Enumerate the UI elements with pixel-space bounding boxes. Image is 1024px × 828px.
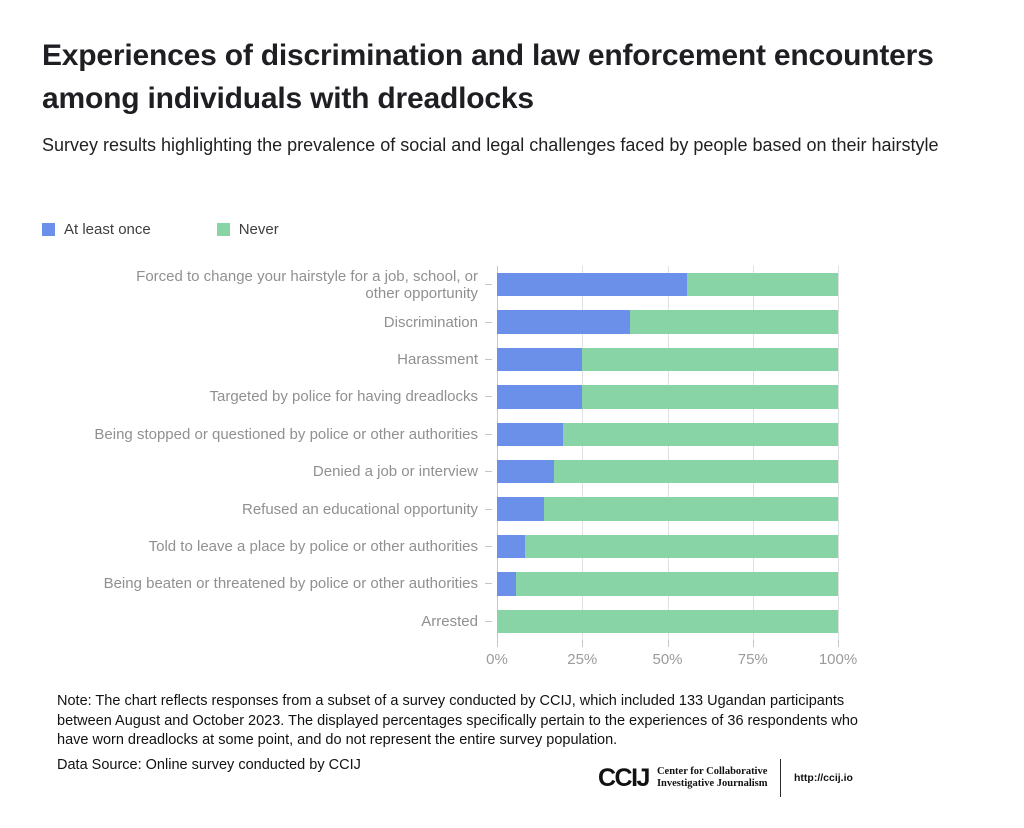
x-axis-tick-label: 75% xyxy=(737,651,768,668)
bar-segment-at-least-once xyxy=(497,572,517,596)
bar-segment-never xyxy=(686,273,838,297)
page-subtitle: Survey results highlighting the prevalen… xyxy=(42,135,939,155)
y-tick-mark xyxy=(485,508,492,510)
bar-segment-never xyxy=(553,459,838,484)
y-tick-mark xyxy=(485,583,492,585)
x-tick-mark xyxy=(497,640,498,647)
stacked-bar-chart: Forced to change your hairstyle for a jo… xyxy=(0,266,1024,686)
gridline xyxy=(752,266,754,640)
bar-segment-at-least-once xyxy=(497,310,630,334)
x-axis-tick-label: 50% xyxy=(652,651,683,668)
gridline xyxy=(582,266,584,640)
y-tick-mark xyxy=(485,471,492,473)
bar-segment-at-least-once xyxy=(497,459,554,484)
chart-grid xyxy=(497,266,839,647)
bar-segment-never xyxy=(563,422,838,446)
category-label: Arrested xyxy=(421,612,478,630)
bar-track xyxy=(497,609,838,633)
category-label: Targeted by police for having dreadlocks xyxy=(209,388,479,406)
y-tick-mark xyxy=(485,321,492,323)
chart-row: Discrimination xyxy=(0,303,1024,340)
x-tick-mark xyxy=(582,640,584,647)
chart-row: Being stopped or questioned by police or… xyxy=(0,416,1024,453)
bar-segment-never xyxy=(582,385,838,409)
bar-track xyxy=(497,310,838,334)
bar-track xyxy=(497,347,838,372)
ccij-logo-name-line1: Center for Collaborative xyxy=(656,765,768,777)
category-label: Being beaten or threatened by police or … xyxy=(103,575,478,593)
footnote: Note: The chart reflects responses from … xyxy=(57,693,858,748)
bar-track xyxy=(497,572,838,596)
bar-track xyxy=(497,534,838,559)
category-label: Discrimination xyxy=(383,313,478,331)
y-tick-mark xyxy=(485,284,492,286)
legend: At least once Never xyxy=(42,221,345,238)
x-axis-tick-label: 100% xyxy=(818,651,858,668)
x-tick-mark xyxy=(752,640,754,647)
chart-row: Forced to change your hairstyle for a jo… xyxy=(0,266,1024,303)
category-label: Denied a job or interview xyxy=(312,463,478,481)
x-tick-mark xyxy=(838,640,839,647)
logo-divider xyxy=(779,759,782,797)
y-tick-mark xyxy=(485,396,492,398)
y-tick-mark xyxy=(485,358,492,360)
ccij-logo-url: http://ccij.io xyxy=(794,772,853,784)
bar-track xyxy=(497,497,838,521)
gridline xyxy=(838,266,839,640)
chart-row: Being beaten or threatened by police or … xyxy=(0,565,1024,602)
bar-segment-at-least-once xyxy=(497,273,687,297)
legend-item-never: Never xyxy=(216,221,279,238)
bar-segment-at-least-once xyxy=(497,422,564,446)
legend-label: At least once xyxy=(64,221,151,238)
chart-row: Targeted by police for having dreadlocks xyxy=(0,378,1024,415)
bar-segment-never xyxy=(497,609,838,633)
bar-segment-at-least-once xyxy=(497,385,583,409)
chart-row: Refused an educational opportunity xyxy=(0,490,1024,527)
y-axis-line xyxy=(497,266,498,640)
bar-track xyxy=(497,273,838,297)
bar-segment-never xyxy=(525,534,838,559)
chart-row: Arrested xyxy=(0,603,1024,640)
ccij-logo-name-line2: Investigative Journalism xyxy=(656,778,768,789)
bar-segment-never xyxy=(582,347,838,372)
chart-rows: Forced to change your hairstyle for a jo… xyxy=(0,266,1024,640)
x-axis-labels: 0% 25% 50% 75% 100% xyxy=(486,651,857,671)
chart-row: Told to leave a place by police or other… xyxy=(0,528,1024,565)
legend-label: Never xyxy=(238,221,279,238)
bar-segment-at-least-once xyxy=(497,497,545,521)
y-tick-mark xyxy=(485,545,492,547)
legend-item-at-least-once: At least once xyxy=(42,221,151,238)
category-label: Harassment xyxy=(397,350,478,368)
ccij-logo-name: Center for Collaborative Investigative J… xyxy=(657,766,768,791)
bar-track xyxy=(497,422,838,446)
bar-segment-never xyxy=(516,572,838,596)
category-label: Refused an educational opportunity xyxy=(241,500,478,518)
legend-swatch-icon xyxy=(216,223,230,236)
bar-segment-at-least-once xyxy=(497,347,583,372)
page-title: Experiences of discrimination and law en… xyxy=(42,39,934,115)
y-tick-mark xyxy=(485,433,492,435)
y-tick-mark xyxy=(485,620,492,622)
x-axis-tick-label: 25% xyxy=(567,651,598,668)
category-label: Told to leave a place by police or other… xyxy=(148,537,478,555)
bar-segment-at-least-once xyxy=(497,534,526,559)
gridline xyxy=(667,266,669,640)
data-source: Data Source: Online survey conducted by … xyxy=(57,757,361,773)
bar-track xyxy=(497,385,838,409)
chart-row: Denied a job or interview xyxy=(0,453,1024,490)
x-tick-mark xyxy=(667,640,669,647)
bar-segment-never xyxy=(629,310,838,334)
ccij-logo-acronym: CCIJ xyxy=(598,763,650,792)
x-axis-tick-label: 0% xyxy=(486,651,508,668)
bar-segment-never xyxy=(544,497,838,521)
legend-swatch-icon xyxy=(42,223,55,236)
bar-track xyxy=(497,459,838,484)
ccij-logo: CCIJ Center for Collaborative Investigat… xyxy=(598,756,853,800)
category-label: Forced to change your hairstyle for a jo… xyxy=(136,267,478,302)
category-label: Being stopped or questioned by police or… xyxy=(94,425,478,443)
chart-row: Harassment xyxy=(0,341,1024,378)
